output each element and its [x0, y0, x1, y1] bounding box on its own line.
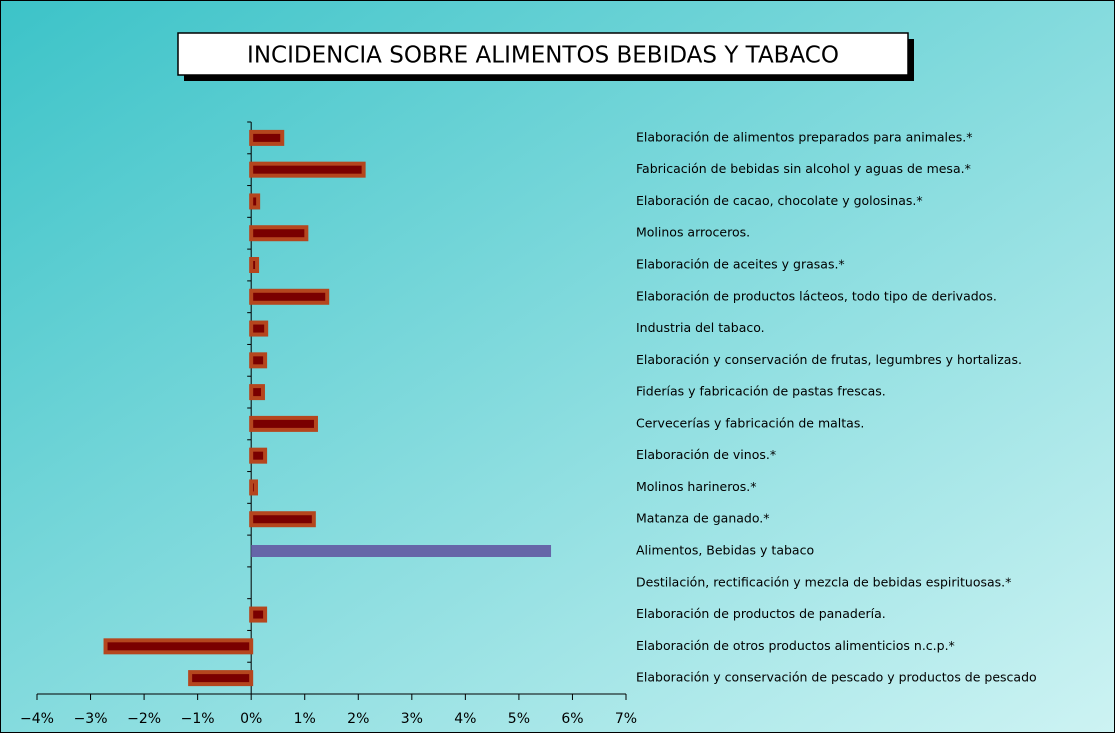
title-box [177, 32, 909, 76]
category-label: Elaboración y conservación de frutas, le… [636, 352, 1022, 367]
bar [188, 670, 254, 687]
x-tick-label: 7% [615, 711, 637, 727]
x-tick-label: 0% [240, 711, 262, 727]
x-tick-label: −3% [74, 711, 108, 727]
bar [249, 161, 366, 178]
x-tick-label: 4% [454, 711, 476, 727]
bar [249, 288, 330, 305]
bar [249, 415, 318, 432]
category-label: Industria del tabaco. [636, 320, 765, 335]
bar [249, 129, 285, 146]
category-label: Cervecerías y fabricación de maltas. [636, 415, 864, 430]
category-label: Alimentos, Bebidas y tabaco [636, 543, 814, 558]
x-tick-label: 3% [401, 711, 423, 727]
x-tick-label: 5% [508, 711, 530, 727]
category-label: Elaboración y conservación de pescado y … [636, 670, 1037, 685]
chart-title: INCIDENCIA SOBRE ALIMENTOS BEBIDAS Y TAB… [247, 43, 839, 69]
bar [249, 257, 260, 273]
category-label: Elaboración de aceites y grasas.* [636, 257, 845, 272]
category-label: Elaboración de productos lácteos, todo t… [636, 288, 997, 303]
bar [251, 545, 552, 557]
category-label: Elaboración de alimentos preparados para… [636, 129, 972, 144]
category-label: Matanza de ganado.* [636, 511, 769, 526]
bar [249, 320, 269, 337]
x-tick-label: 1% [294, 711, 316, 727]
category-label: Fiderías y fabricación de pastas frescas… [636, 384, 886, 399]
bar [103, 638, 254, 655]
category-label: Molinos harineros.* [636, 479, 757, 494]
x-tick-label: −1% [181, 711, 215, 727]
x-tick-label: −2% [127, 711, 161, 727]
x-tick-label: 6% [561, 711, 583, 727]
category-label: Destilación, rectificación y mezcla de b… [636, 574, 1011, 589]
category-label: Elaboración de otros productos alimentic… [636, 638, 955, 653]
bar [249, 479, 259, 496]
category-label: Molinos arroceros. [636, 225, 750, 240]
category-label: Elaboración de cacao, chocolate y golosi… [636, 193, 923, 208]
bar [249, 384, 265, 401]
category-label: Elaboración de vinos.* [636, 447, 776, 462]
x-tick-label: −4% [20, 711, 54, 727]
category-label: Fabricación de bebidas sin alcohol y agu… [636, 161, 971, 176]
bar [249, 447, 268, 464]
bar [249, 225, 309, 242]
x-tick-label: 2% [347, 711, 369, 727]
category-label: Elaboración de productos de panadería. [636, 606, 886, 621]
bar [249, 606, 268, 623]
bar [249, 511, 316, 528]
bar [249, 352, 268, 369]
bar [249, 193, 261, 210]
